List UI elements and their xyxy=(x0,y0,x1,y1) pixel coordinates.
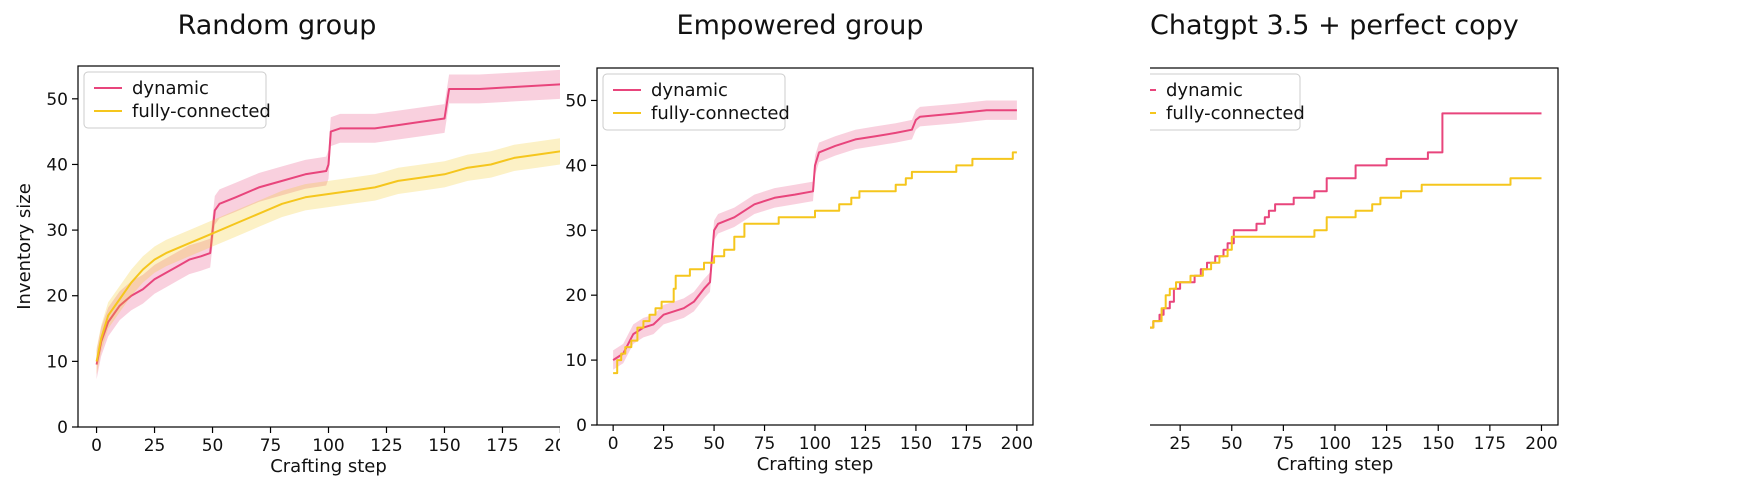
legend-label-fully-connected: fully-connected xyxy=(1166,103,1305,124)
x-tick-label: 175 xyxy=(950,434,982,454)
chart-svg: 0 25 50 75 100 125 150 175 200 0 10 20 30 40 50 Craftin… xyxy=(533,67,1034,475)
legend-label-dynamic: dynamic xyxy=(651,80,728,101)
x-tick-label: 50 xyxy=(202,436,224,456)
x-axis-label: Crafting step xyxy=(1277,454,1394,475)
chart-title: Empowered group xyxy=(676,10,924,41)
x-tick-label: 125 xyxy=(849,434,881,454)
y-tick-label: 0 xyxy=(57,418,68,438)
chart-panel-chatgpt: Chatgpt 3.5 + perfect copy 0255075100125… xyxy=(1048,0,1744,490)
x-tick-label: 100 xyxy=(799,434,831,454)
x-tick-label: 175 xyxy=(486,436,518,456)
x-tick-label: 0 xyxy=(91,436,102,456)
series-line-fully-connected xyxy=(613,151,1017,375)
chart-title: Random group xyxy=(177,10,377,41)
x-tick-label: 200 xyxy=(1525,434,1557,454)
y-tick-label: 50 xyxy=(46,90,68,110)
series-band-dynamic xyxy=(96,69,561,380)
legend-label-dynamic: dynamic xyxy=(1166,80,1243,101)
x-tick-label: 200 xyxy=(1001,434,1033,454)
y-tick-label: 30 xyxy=(565,221,587,241)
x-tick-label: 125 xyxy=(1370,434,1402,454)
y-tick-label: 10 xyxy=(565,351,587,371)
series-line-fully-connected xyxy=(1128,177,1542,368)
x-tick-label: 75 xyxy=(754,434,776,454)
x-tick-label: 200 xyxy=(544,436,560,456)
x-tick-label: 175 xyxy=(1474,434,1506,454)
x-tick-label: 150 xyxy=(1422,434,1454,454)
y-tick-label: 30 xyxy=(46,221,68,241)
series-band-dynamic xyxy=(613,100,1017,370)
series-line-dynamic xyxy=(1128,112,1542,368)
legend-label-fully-connected: fully-connected xyxy=(132,101,271,122)
series-line-dynamic xyxy=(612,109,1017,361)
x-tick-label: 100 xyxy=(312,436,344,456)
chart-panel-empowered-group: Empowered group 0 25 50 75 100 125 150 175 200 0 1… xyxy=(533,0,1150,490)
x-tick-label: 50 xyxy=(1221,434,1243,454)
plot-area xyxy=(1128,112,1542,368)
x-tick-label: 75 xyxy=(260,436,282,456)
plot-area xyxy=(612,100,1017,375)
chart-svg: 0 25 50 75 100 125 150 175 200 0 10 20 30 40 50 Craftin… xyxy=(14,65,580,477)
x-tick-label: 150 xyxy=(428,436,460,456)
x-tick-label: 25 xyxy=(144,436,166,456)
chart-title: Chatgpt 3.5 + perfect copy xyxy=(1150,10,1519,41)
series-line-fully-connected xyxy=(95,150,561,362)
legend-label-fully-connected: fully-connected xyxy=(651,103,790,124)
x-tick-label: 125 xyxy=(370,436,402,456)
x-tick-label: 0 xyxy=(608,434,619,454)
y-tick-label: 20 xyxy=(565,286,587,306)
y-tick-label: 40 xyxy=(565,156,587,176)
x-axis-label: Crafting step xyxy=(270,456,387,477)
y-tick-label: 40 xyxy=(46,155,68,175)
x-tick-label: 25 xyxy=(653,434,675,454)
y-tick-label: 0 xyxy=(576,416,587,436)
x-tick-label: 150 xyxy=(900,434,932,454)
chart-svg: 025507510012515017520001020304050Craftin… xyxy=(1048,67,1559,475)
legend-label-dynamic: dynamic xyxy=(132,78,209,99)
x-tick-label: 50 xyxy=(703,434,725,454)
plot-area xyxy=(95,69,561,380)
series-line-dynamic xyxy=(95,83,561,365)
y-tick-label: 50 xyxy=(565,91,587,111)
series-band-fully-connected xyxy=(96,138,561,375)
y-tick-label: 10 xyxy=(46,352,68,372)
x-tick-label: 25 xyxy=(1169,434,1191,454)
y-tick-label: 20 xyxy=(46,287,68,307)
x-tick-label: 100 xyxy=(1319,434,1351,454)
chart-panel-random-group: Random group 0 25 50 75 100 125 150 175 200 0 10 20… xyxy=(0,0,580,490)
y-axis-label: Inventory size xyxy=(14,183,35,310)
x-tick-label: 75 xyxy=(1273,434,1295,454)
x-axis-label: Crafting step xyxy=(757,454,874,475)
